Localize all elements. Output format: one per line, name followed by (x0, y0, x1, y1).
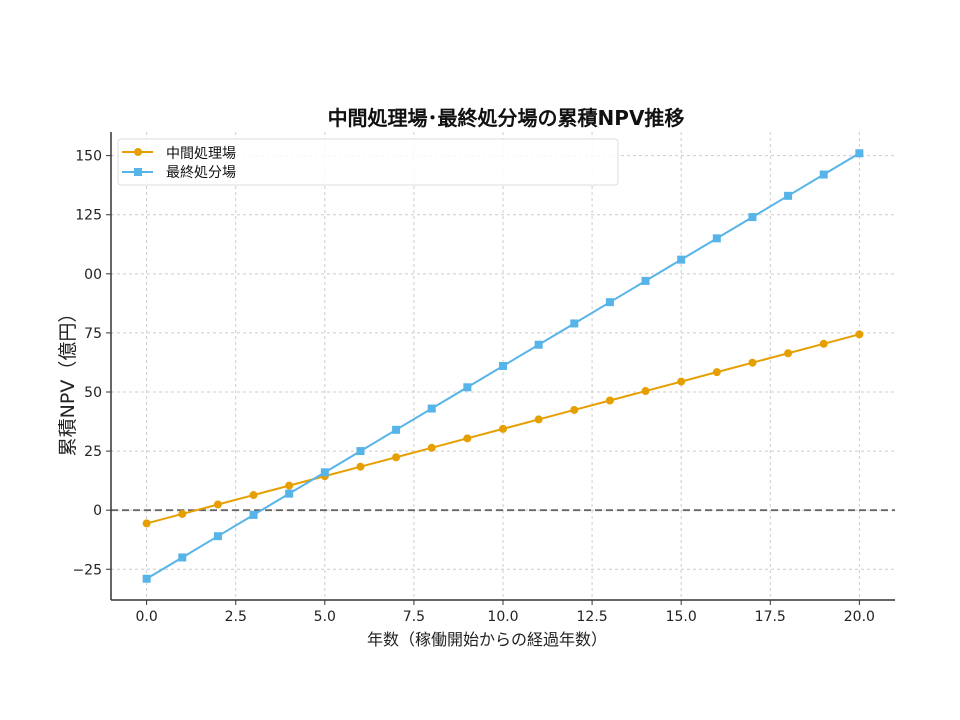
data-point-square (213, 532, 222, 541)
ticks: 0.0 2.5 5.0 7.5 10.0 12.5 15.0 17.5 20.0 −25 0 25 50… (72, 149, 874, 625)
data-point-square (178, 553, 187, 562)
y-tick-label: 50 (84, 385, 102, 401)
data-point-circle (213, 500, 222, 509)
series-group (142, 149, 864, 583)
data-point-circle (463, 434, 472, 443)
x-tick-label: 10.0 (487, 609, 518, 625)
data-point-square (748, 213, 757, 222)
legend-marker-square (134, 168, 142, 176)
data-point-square (285, 489, 294, 498)
data-point-square (320, 468, 329, 477)
y-tick-label: −25 (72, 562, 102, 578)
x-tick-label: 0.0 (136, 609, 158, 625)
y-tick-label: 00 (84, 267, 102, 283)
data-point-square (641, 276, 650, 285)
data-point-square (712, 234, 721, 243)
data-point-square (570, 319, 579, 328)
data-point-square (534, 340, 543, 349)
y-axis-label: 累積NPV（億円） (57, 304, 79, 457)
data-point-square (392, 425, 401, 434)
data-point-square (855, 149, 864, 158)
data-point-circle (392, 453, 401, 462)
data-point-circle (249, 491, 258, 500)
data-point-circle (855, 330, 864, 339)
legend: 中間処理場 最終処分場 (117, 138, 619, 186)
x-tick-label: 17.5 (755, 609, 786, 625)
data-point-circle (285, 481, 294, 490)
data-point-square (784, 191, 793, 200)
data-point-square (819, 170, 828, 179)
data-point-square (605, 298, 614, 307)
legend-label-intermediate: 中間処理場 (166, 146, 236, 162)
legend-marker-circle (134, 148, 142, 156)
data-point-square (356, 447, 365, 456)
data-point-circle (819, 339, 828, 348)
x-tick-label: 12.5 (577, 609, 608, 625)
y-tick-label: 150 (75, 149, 102, 165)
y-tick-label: 75 (84, 326, 102, 342)
data-point-circle (427, 443, 436, 452)
data-point-circle (356, 462, 365, 471)
chart-title: 中間処理場･最終処分場の累積NPV推移 (328, 106, 685, 130)
data-point-square (427, 404, 436, 413)
legend-box (117, 138, 619, 186)
data-point-circle (534, 415, 543, 424)
data-point-circle (605, 396, 614, 405)
y-tick-label: 25 (84, 444, 102, 460)
data-point-circle (641, 387, 650, 396)
x-axis-label: 年数（稼働開始からの経過年数） (367, 630, 607, 649)
data-point-circle (570, 405, 579, 414)
data-point-circle (178, 509, 187, 518)
data-point-circle (712, 368, 721, 377)
x-tick-label: 5.0 (314, 609, 336, 625)
data-point-circle (784, 349, 793, 358)
y-tick-label: 125 (75, 208, 102, 224)
data-point-square (677, 255, 686, 264)
data-point-circle (499, 424, 507, 433)
data-point-square (499, 362, 507, 370)
data-point-square (463, 383, 472, 392)
legend-label-final: 最終処分場 (166, 165, 236, 181)
data-point-circle (677, 377, 686, 386)
x-tick-label: 2.5 (225, 609, 247, 625)
x-tick-label: 15.0 (666, 609, 697, 625)
x-tick-label: 20.0 (844, 609, 875, 625)
data-point-square (142, 574, 151, 583)
data-point-circle (142, 519, 151, 528)
x-tick-label: 7.5 (403, 609, 425, 625)
data-point-circle (748, 358, 757, 367)
y-tick-label: 0 (93, 503, 102, 519)
data-point-square (249, 510, 258, 519)
